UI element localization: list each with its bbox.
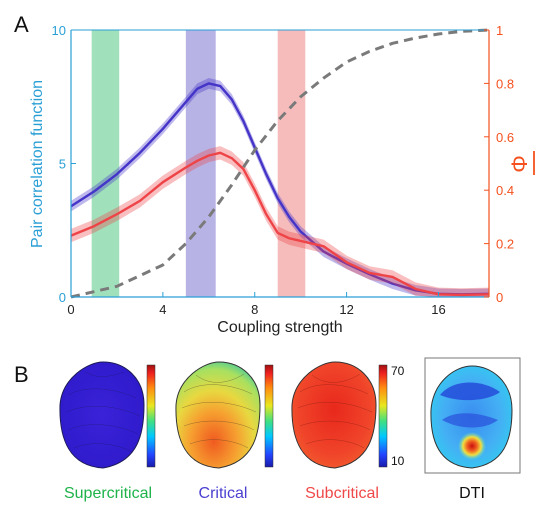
right-y-axis-label-group: Φ xyxy=(507,155,532,173)
y-right-tick-label: 0.2 xyxy=(496,237,514,252)
map-label-subcritical: Subcritical xyxy=(305,485,379,502)
y-right-tick-label: 0.6 xyxy=(496,130,514,145)
y-right-tick-label: 0.4 xyxy=(496,183,514,198)
y-right-tick-label: 1 xyxy=(496,23,503,38)
regime-band-subcritical xyxy=(277,30,306,297)
dti-map xyxy=(424,357,521,474)
regime-bands xyxy=(91,30,306,297)
axis-ticks: 0 4 8 12 16 0 5 10 0 0.2 0.4 0.6 0.8 1 xyxy=(52,23,515,317)
map-label-critical: Critical xyxy=(199,485,248,502)
regime-band-supercritical xyxy=(91,30,120,297)
y-left-tick-label: 10 xyxy=(52,23,66,38)
colorbar-max-label: 70 xyxy=(391,364,405,378)
subcritical-pcf-line xyxy=(70,151,490,297)
panel-a-label: A xyxy=(14,12,29,37)
left-y-axis-label: Pair correlation function xyxy=(29,80,46,248)
critical-map xyxy=(175,361,274,469)
y-right-tick-label: 0.8 xyxy=(496,76,514,91)
y-left-tick-label: 5 xyxy=(59,157,66,172)
pair-correlation-plot: 0 4 8 12 16 0 5 10 0 0.2 0.4 0.6 0.8 1 xyxy=(52,23,515,317)
right-y-axis-label: Φ xyxy=(507,155,532,173)
colorbar-min-label: 10 xyxy=(391,454,405,468)
map-label-dti: DTI xyxy=(459,485,485,502)
subcritical-colorbar xyxy=(378,364,388,468)
x-tick-label: 8 xyxy=(251,302,258,317)
x-axis-label: Coupling strength xyxy=(217,319,342,336)
panel-b-label: B xyxy=(14,362,29,387)
series-layer xyxy=(70,28,490,299)
x-tick-label: 4 xyxy=(159,302,166,317)
x-tick-label: 12 xyxy=(339,302,353,317)
critical-pcf-line xyxy=(70,82,490,296)
subcritical-map: 70 10 xyxy=(291,361,405,469)
y-left-tick-label: 0 xyxy=(59,290,66,305)
supercritical-map xyxy=(59,361,156,469)
critical-colorbar xyxy=(264,364,274,468)
x-tick-label: 0 xyxy=(67,302,74,317)
supercritical-colorbar xyxy=(146,364,156,468)
x-tick-label: 16 xyxy=(431,302,445,317)
y-right-tick-label: 0 xyxy=(496,290,503,305)
map-label-supercritical: Supercritical xyxy=(64,485,152,502)
